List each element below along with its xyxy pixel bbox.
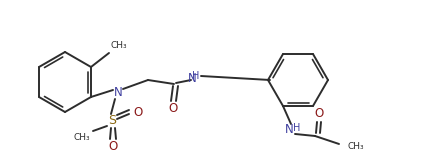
Text: CH₃: CH₃: [74, 133, 91, 141]
Text: CH₃: CH₃: [347, 142, 364, 152]
Text: N: N: [285, 123, 293, 136]
Text: N: N: [114, 86, 123, 98]
Text: O: O: [133, 106, 143, 118]
Text: H: H: [192, 71, 200, 81]
Text: O: O: [168, 101, 178, 115]
Text: O: O: [108, 140, 117, 154]
Text: S: S: [108, 115, 116, 128]
Text: O: O: [314, 108, 324, 120]
Text: N: N: [188, 72, 196, 85]
Text: CH₃: CH₃: [111, 41, 128, 51]
Text: H: H: [293, 123, 301, 133]
